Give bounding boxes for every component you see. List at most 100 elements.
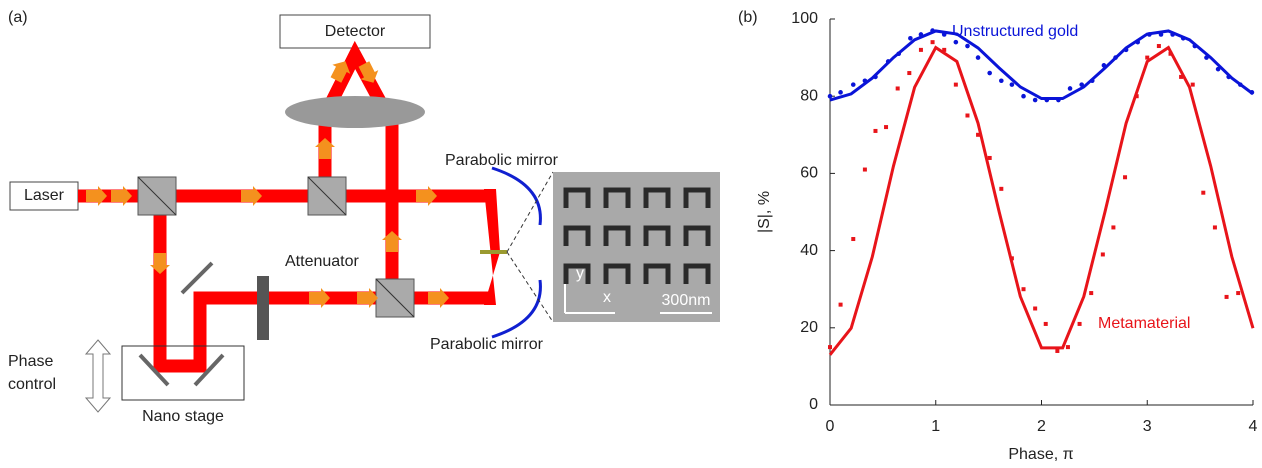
scale-label: 300nm <box>662 292 711 309</box>
data-point <box>988 156 992 160</box>
beam-arrow <box>416 186 437 206</box>
y-tick-label: 80 <box>800 87 818 104</box>
data-point <box>1147 32 1152 37</box>
phase-label: Phase <box>8 353 53 370</box>
data-point <box>896 51 901 56</box>
y-tick-label: 20 <box>800 319 818 336</box>
data-point <box>1135 40 1140 45</box>
data-point <box>1169 52 1173 56</box>
data-point <box>1044 322 1048 326</box>
data-point <box>1089 291 1093 295</box>
data-point <box>1236 291 1240 295</box>
beam-arrow <box>428 288 449 308</box>
data-point <box>863 78 868 83</box>
focus-beam <box>484 189 500 305</box>
beam-arrow <box>111 186 132 206</box>
data-point <box>1066 345 1070 349</box>
page: (a) Detector Laser Attenuator Nano stage… <box>0 0 1262 468</box>
data-point <box>919 48 923 52</box>
data-point <box>976 133 980 137</box>
data-point <box>987 71 992 76</box>
data-point <box>1250 90 1255 95</box>
data-point <box>886 59 891 64</box>
data-point <box>1179 75 1183 79</box>
beam-arrow <box>150 253 170 274</box>
data-point <box>942 32 947 37</box>
data-point <box>851 237 855 241</box>
beam-arrow <box>357 288 378 308</box>
panel-label: (b) <box>738 9 758 26</box>
data-point <box>1044 98 1049 103</box>
control-label: control <box>8 376 56 393</box>
data-point <box>1010 256 1014 260</box>
data-point <box>1090 78 1095 83</box>
x-tick-label: 0 <box>826 418 835 435</box>
x-tick-label: 3 <box>1143 418 1152 435</box>
x-axis-title: Phase, π <box>1008 446 1073 463</box>
data-point <box>1159 32 1164 37</box>
panel-label: (a) <box>8 9 28 26</box>
parabolic-mirror <box>492 168 540 225</box>
series-label: Metamaterial <box>1098 315 1190 332</box>
y-axis-title: |S|, % <box>756 191 773 233</box>
attenuator-label: Attenuator <box>285 253 360 270</box>
data-point <box>1170 32 1175 37</box>
lens <box>285 96 425 128</box>
data-point <box>954 83 958 87</box>
data-point <box>1056 98 1061 103</box>
data-point <box>1193 44 1198 49</box>
beam-arrow <box>315 138 335 159</box>
data-point <box>1021 94 1026 99</box>
beam-arrow <box>86 186 107 206</box>
data-point <box>1033 98 1038 103</box>
beam-arrow <box>241 186 262 206</box>
data-point <box>1191 83 1195 87</box>
data-point <box>1010 82 1015 87</box>
data-point <box>1055 349 1059 353</box>
data-point <box>1113 55 1118 60</box>
phase-arrow <box>86 340 110 412</box>
data-point <box>1123 175 1127 179</box>
data-point <box>884 125 888 129</box>
zoom-line <box>507 172 553 252</box>
data-point <box>931 40 935 44</box>
zoom-line <box>507 252 553 322</box>
data-point <box>930 28 935 33</box>
axis-x-label: x <box>603 289 611 306</box>
series-label: Unstructured gold <box>952 23 1078 40</box>
mirror-label: Parabolic mirror <box>445 152 559 169</box>
data-point <box>907 71 911 75</box>
data-point <box>838 90 843 95</box>
data-point <box>1226 75 1231 80</box>
data-point <box>919 32 924 37</box>
data-point <box>965 44 970 49</box>
attenuator <box>257 276 269 340</box>
data-point <box>1079 82 1084 87</box>
data-point <box>828 345 832 349</box>
data-point <box>1213 225 1217 229</box>
data-point <box>1078 322 1082 326</box>
beam-arrow <box>382 231 402 252</box>
x-tick-label: 1 <box>931 418 940 435</box>
data-point <box>873 75 878 80</box>
data-point <box>1033 307 1037 311</box>
data-point <box>839 303 843 307</box>
data-point <box>1204 55 1209 60</box>
fit-line <box>830 48 1253 355</box>
data-point <box>965 114 969 118</box>
data-point <box>1124 48 1129 53</box>
data-point <box>851 82 856 87</box>
data-point <box>1201 191 1205 195</box>
data-point <box>1111 225 1115 229</box>
figure: (a) Detector Laser Attenuator Nano stage… <box>0 0 1262 468</box>
data-point <box>999 78 1004 83</box>
x-tick-label: 4 <box>1249 418 1258 435</box>
data-point <box>1145 56 1149 60</box>
mirror-label: Parabolic mirror <box>430 336 544 353</box>
data-point <box>1135 94 1139 98</box>
y-tick-label: 100 <box>791 10 818 27</box>
stage-label: Nano stage <box>142 408 224 425</box>
x-tick-label: 2 <box>1037 418 1046 435</box>
data-point <box>1238 82 1243 87</box>
parabolic-mirror <box>492 280 540 337</box>
